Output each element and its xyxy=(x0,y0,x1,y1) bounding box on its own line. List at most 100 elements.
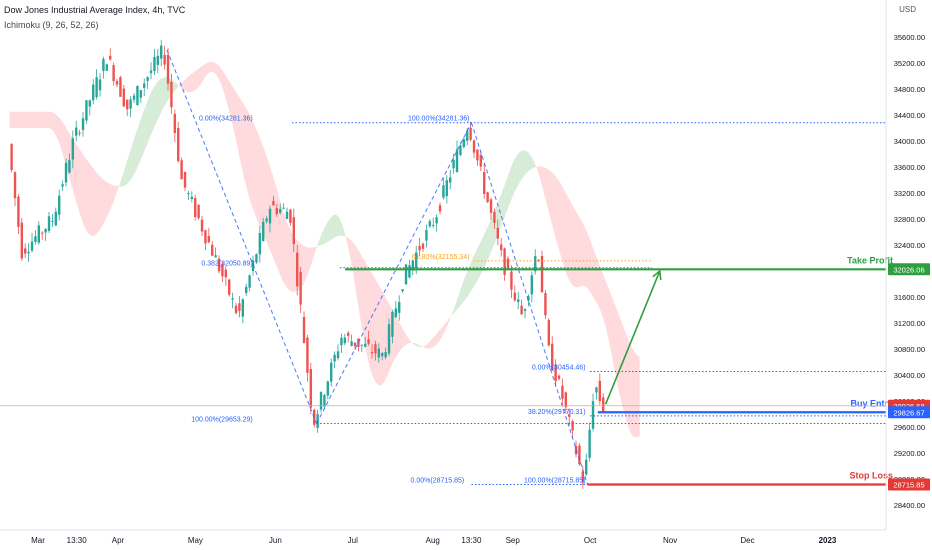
fib-levels: 0.00%(34281.36) 0.382(32050.89) 100.00%(29… xyxy=(191,116,886,485)
y-tick-label: 31600.00 xyxy=(894,293,925,302)
candle-body xyxy=(146,77,149,81)
cloud-segment xyxy=(264,150,268,245)
cloud-segment xyxy=(144,100,148,151)
candle-body xyxy=(92,84,95,101)
cloud-segment xyxy=(48,111,52,130)
candle-body xyxy=(51,220,54,222)
y-tick-label: 34400.00 xyxy=(894,111,925,120)
cloud-segment xyxy=(285,218,289,290)
cloud-segment xyxy=(444,320,448,332)
price-tag xyxy=(888,478,930,491)
indicator-label[interactable]: Ichimoku (9, 26, 52, 26) xyxy=(4,20,99,30)
candle-body xyxy=(197,204,200,219)
candle-body xyxy=(602,397,605,412)
candle-body xyxy=(455,149,459,172)
cloud-segment xyxy=(618,314,622,403)
cloud-segment xyxy=(327,217,331,242)
candle-body xyxy=(126,99,129,110)
cloud-segment xyxy=(93,168,97,237)
candle-body xyxy=(211,244,214,256)
candle-body xyxy=(343,337,347,344)
cloud-segment xyxy=(594,252,598,305)
cloud-segment xyxy=(222,70,226,98)
cloud-segment xyxy=(348,238,352,265)
cloud-segment xyxy=(339,218,343,236)
cloud-segment xyxy=(207,61,211,74)
cloud-segment xyxy=(627,338,631,433)
cloud-segment xyxy=(96,172,100,235)
cloud-segment xyxy=(378,284,382,386)
cloud-segment xyxy=(276,188,280,274)
cloud-segment xyxy=(306,247,310,278)
candle-body xyxy=(486,192,489,202)
fib-label: 0.00%(30454.46) xyxy=(532,364,586,371)
cloud-segment xyxy=(42,111,46,128)
candle-body xyxy=(435,217,438,224)
cloud-segment xyxy=(135,125,139,172)
cloud-segment xyxy=(45,111,49,128)
candle-body xyxy=(452,159,455,169)
candle-body xyxy=(275,207,279,215)
cloud-segment xyxy=(381,290,385,385)
cloud-segment xyxy=(123,162,127,187)
cloud-segment xyxy=(252,120,256,217)
cloud-segment xyxy=(603,275,607,331)
ichimoku-cloud xyxy=(9,61,640,438)
cloud-segment xyxy=(450,309,454,318)
price-tag-label: 32026.06 xyxy=(893,265,924,274)
candle-body xyxy=(438,205,442,212)
candle-body xyxy=(71,138,75,160)
y-tick-label: 30400.00 xyxy=(894,371,925,380)
cloud-segment xyxy=(63,123,67,169)
candle-body xyxy=(81,118,85,130)
candle-body xyxy=(170,81,173,108)
cloud-segment xyxy=(219,66,223,89)
candle-body xyxy=(166,54,170,84)
candle-body xyxy=(353,342,357,346)
candle-body xyxy=(506,258,510,269)
candle-body xyxy=(336,351,340,359)
candle-body xyxy=(37,225,41,243)
fib-label: 38.20%(29770.31) xyxy=(528,409,586,416)
cloud-segment xyxy=(582,222,586,287)
candle-body xyxy=(428,221,432,227)
cloud-segment xyxy=(189,73,193,93)
cloud-segment xyxy=(399,322,403,352)
candle-body xyxy=(255,254,258,263)
candle-body xyxy=(595,387,598,393)
cloud-segment xyxy=(75,143,79,210)
cloud-segment xyxy=(234,89,238,148)
candle-body xyxy=(13,172,17,199)
cloud-segment xyxy=(609,291,613,360)
level-label: Take Profit xyxy=(847,255,893,265)
cloud-segment xyxy=(483,229,487,269)
cloud-segment xyxy=(213,62,217,76)
cloud-segment xyxy=(198,66,202,88)
cloud-segment xyxy=(396,317,400,356)
y-tick-label: 35600.00 xyxy=(894,33,925,42)
cloud-segment xyxy=(591,244,595,300)
candle-body xyxy=(360,344,364,346)
cloud-segment xyxy=(330,214,334,241)
cloud-segment xyxy=(249,114,253,209)
candle-body xyxy=(234,305,238,313)
fib-label: 100.00%(29653.29) xyxy=(191,417,253,424)
candle-body xyxy=(534,256,537,272)
cloud-segment xyxy=(225,75,229,109)
x-tick-label: Oct xyxy=(584,536,597,545)
cloud-segment xyxy=(150,87,154,136)
candle-body xyxy=(258,232,262,255)
candle-body xyxy=(153,56,156,72)
cloud-segment xyxy=(534,162,538,171)
candle-body xyxy=(27,251,30,254)
zigzag-line xyxy=(470,122,589,485)
x-tick-label: Mar xyxy=(31,536,45,545)
candle-body xyxy=(268,208,272,224)
candle-body xyxy=(472,140,476,153)
candle-body xyxy=(105,64,109,71)
x-tick-label: Jul xyxy=(348,536,358,545)
cloud-segment xyxy=(51,112,55,134)
x-tick-label: Aug xyxy=(426,536,440,545)
candle-body xyxy=(415,252,418,268)
